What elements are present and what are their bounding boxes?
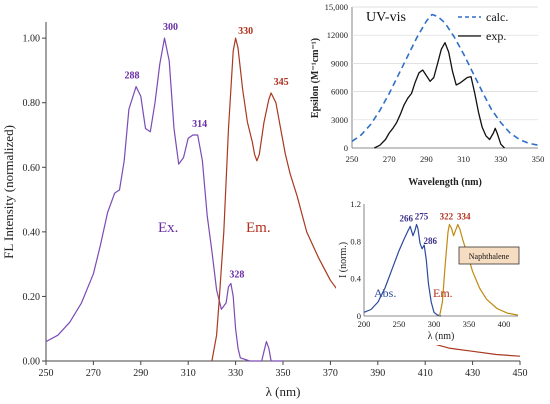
uv-y-tick-label: 6000 xyxy=(331,87,348,97)
uv-vis-inset: 250 270 290 310 330 350 0 3000 6000 9000 12000 15,… xyxy=(310,0,550,190)
nap-y-tick-label: 0.4 xyxy=(350,274,361,284)
uv-x-tick-label: 310 xyxy=(457,154,470,164)
peak-label-330: 330 xyxy=(238,26,253,37)
uv-y-label: Epsilon (M⁻¹cm⁻¹) xyxy=(310,38,321,118)
main-y-tick-label: 0.00 xyxy=(23,357,41,368)
nap-y-tick-label: 1.2 xyxy=(350,199,361,209)
nap-peak-label-266: 266 xyxy=(399,213,413,223)
nap-inset-background xyxy=(336,195,526,345)
nap-y-ticks: 0 0.4 0.8 1.2 xyxy=(350,199,361,321)
nap-x-ticks: 200 250 300 350 400 xyxy=(358,319,511,329)
em-small-series-label: Em. xyxy=(433,286,453,300)
uv-x-tick-label: 350 xyxy=(532,154,545,164)
legend-calc-label: calc. xyxy=(486,10,508,24)
nap-y-label: I (norm.) xyxy=(338,242,349,278)
main-x-tick-label: 410 xyxy=(418,368,433,379)
main-x-label: λ (nm) xyxy=(266,384,301,399)
nap-y-tick-label: 0.8 xyxy=(350,236,361,246)
nap-x-tick-label: 400 xyxy=(498,319,511,329)
uv-x-tick-label: 290 xyxy=(420,154,433,164)
main-x-tick-label: 330 xyxy=(228,368,243,379)
nap-x-label: λ (nm) xyxy=(428,331,455,342)
uv-x-label: Wavelength (nm) xyxy=(408,177,482,188)
nap-series-em-line xyxy=(439,223,519,317)
main-x-tick-label: 390 xyxy=(370,368,385,379)
ex-series-label: Ex. xyxy=(158,220,178,236)
naphthalene-legend-box: Naphthalene xyxy=(458,246,520,265)
uv-x-tick-label: 330 xyxy=(494,154,507,164)
nap-peak-label-286: 286 xyxy=(423,236,437,246)
main-x-tick-label: 450 xyxy=(513,368,528,379)
peak-label-328: 328 xyxy=(229,270,244,281)
naphthalene-legend-label: Naphthalene xyxy=(469,252,510,261)
legend-exp-label: exp. xyxy=(486,29,506,43)
main-x-tick-label: 290 xyxy=(133,368,148,379)
peak-label-345: 345 xyxy=(274,77,289,88)
main-y-tick-label: 0.40 xyxy=(23,227,41,238)
uv-y-tick-label: 15,000 xyxy=(325,2,348,12)
uv-x-tick-label: 250 xyxy=(346,154,359,164)
nap-x-tick-label: 250 xyxy=(393,319,406,329)
uv-y-tick-label: 9000 xyxy=(331,58,348,68)
uv-series-exp-line xyxy=(374,42,505,149)
uv-legend: calc. exp. xyxy=(458,10,508,43)
main-x-tick-label: 310 xyxy=(181,368,196,379)
main-x-tick-label: 370 xyxy=(323,368,338,379)
nap-peak-label-275: 275 xyxy=(415,212,429,222)
main-x-tick-label: 350 xyxy=(276,368,291,379)
nap-peak-label-334: 334 xyxy=(457,212,471,222)
nap-y-tick-label: 0 xyxy=(357,311,361,321)
em-series-label: Em. xyxy=(246,220,271,236)
main-series-ex-line xyxy=(45,37,283,362)
uv-title: UV-vis xyxy=(366,10,406,25)
nap-series xyxy=(363,223,519,317)
main-x-tick-label: 250 xyxy=(39,368,54,379)
nap-x-tick-label: 350 xyxy=(463,319,476,329)
uv-x-tick-label: 270 xyxy=(383,154,396,164)
main-y-tick-label: 1.00 xyxy=(23,34,41,45)
nap-peak-label-322: 322 xyxy=(440,212,454,222)
peak-label-300: 300 xyxy=(163,22,178,33)
naphthalene-inset: 200 250 300 350 400 0 0.4 0.8 1.2 266 275 286 322 3… xyxy=(336,195,526,345)
main-x-ticks: 250 270 290 310 330 350 370 390 410 430 450 xyxy=(39,361,528,379)
main-peak-labels: 288 300 314 328 330 345 xyxy=(125,22,289,280)
main-chart: 250 270 290 310 330 350 370 390 410 430 450 0.000.… xyxy=(1,22,528,399)
uv-y-ticks: 0 3000 6000 9000 12000 15,000 xyxy=(325,2,348,153)
uv-series xyxy=(351,13,539,149)
uv-x-ticks: 250 270 290 310 330 350 xyxy=(346,154,545,164)
main-y-ticks: 0.00 0.20 0.40 0.60 0.80 1.00 xyxy=(23,34,46,368)
nap-series-abs-line xyxy=(363,223,442,317)
peak-label-314: 314 xyxy=(192,119,207,130)
naphthalene-legend-frame xyxy=(458,246,520,265)
main-y-tick-label: 0.60 xyxy=(23,163,41,174)
uv-gridlines xyxy=(352,6,538,121)
main-x-tick-label: 430 xyxy=(465,368,480,379)
uv-y-tick-label: 3000 xyxy=(331,115,348,125)
abs-series-label: Abs. xyxy=(374,286,396,300)
peak-label-288: 288 xyxy=(125,71,140,82)
nap-x-tick-label: 300 xyxy=(428,319,441,329)
nap-peak-labels: 266 275 286 322 334 xyxy=(399,212,471,247)
nap-x-tick-label: 200 xyxy=(358,319,371,329)
uv-series-calc-line xyxy=(351,13,539,146)
uv-y-tick-label: 0 xyxy=(344,143,348,153)
main-x-tick-label: 270 xyxy=(86,368,101,379)
main-y-tick-label: 0.20 xyxy=(23,292,41,303)
main-y-label: FL Intensity (normalized) xyxy=(1,125,16,259)
main-y-tick-label: 0.80 xyxy=(23,98,41,109)
uv-y-tick-label: 12000 xyxy=(327,30,348,40)
